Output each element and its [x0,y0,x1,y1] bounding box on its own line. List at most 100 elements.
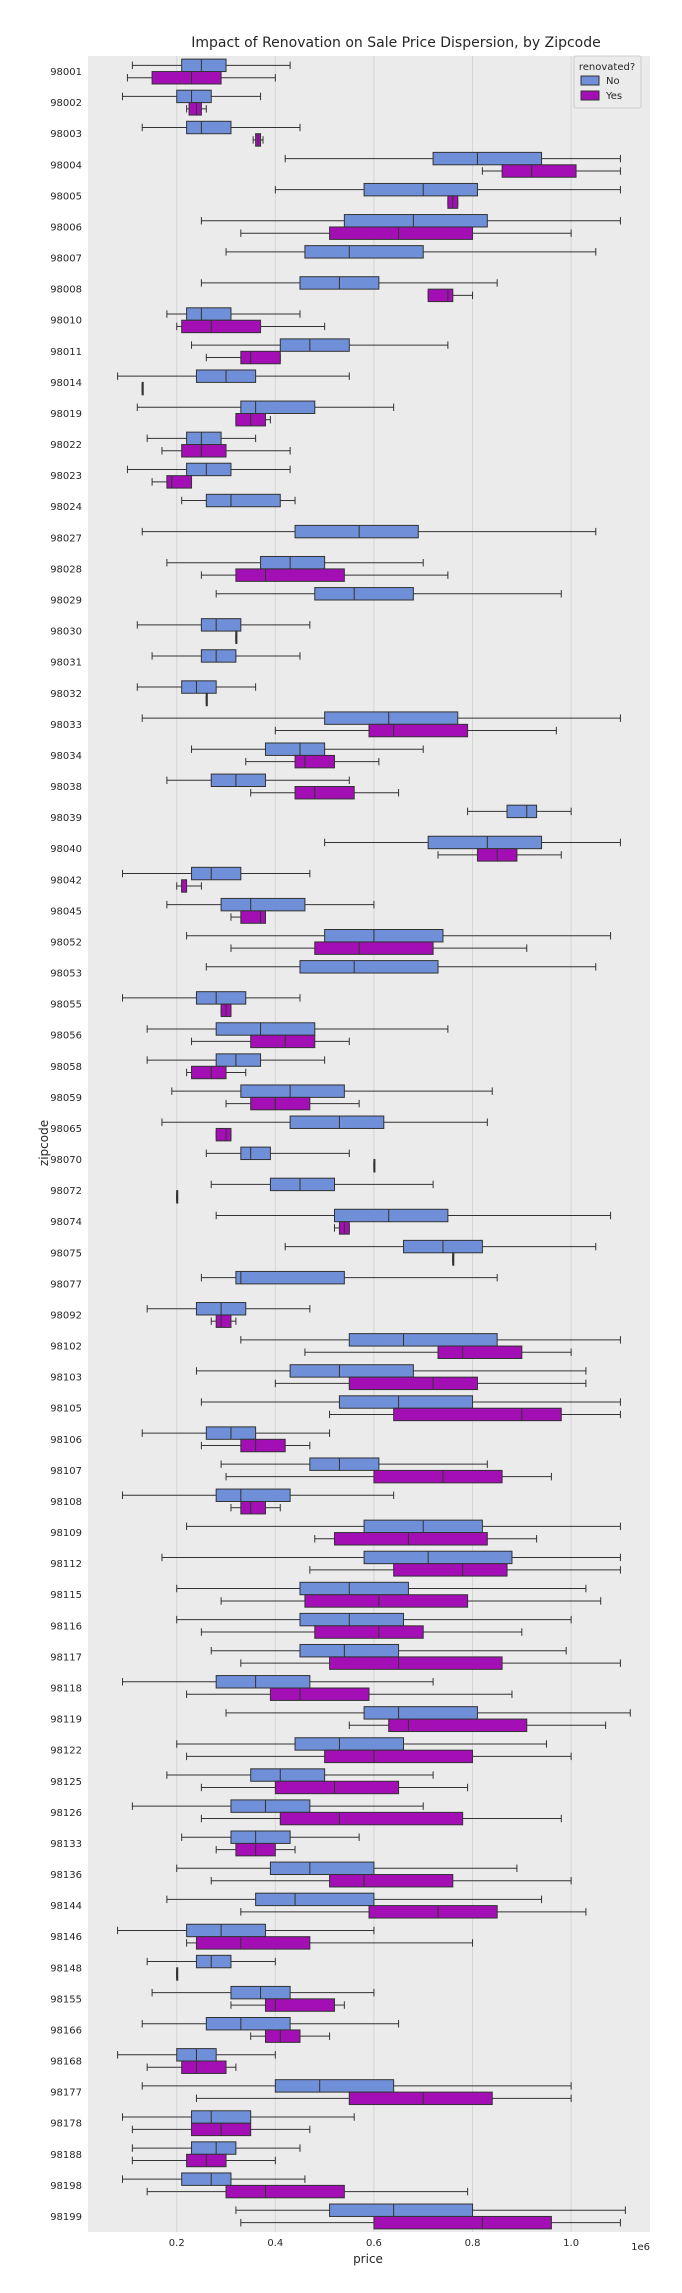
box-no-box [363,1706,478,1720]
box-no-box [215,1675,311,1689]
box-yes-box [388,1718,528,1733]
y-tick-label: 98075 [50,1248,82,1259]
zipcode-group [181,493,296,508]
legend-title: renovated? [579,62,635,73]
box-no-box [279,338,350,352]
box-no-box [299,1643,400,1658]
y-tick-label: 98115 [50,1590,82,1601]
box-no-box [191,2141,237,2155]
zipcode-group [166,307,326,334]
x-tick-label: 0.4 [267,2238,283,2249]
zipcode-group [186,929,612,955]
legend-swatch-no [580,75,600,86]
box-no-box [309,1457,380,1471]
box-no-box [230,1799,311,1813]
zipcode-group [235,2203,626,2230]
zipcode-group [117,1923,474,1950]
box-yes-box [393,1563,508,1577]
x-tick-label: 0.2 [169,2238,185,2249]
box-yes-box [181,319,262,334]
y-tick-label: 98039 [50,813,82,824]
y-tick-label: 98030 [50,627,82,638]
y-tick-label: 98168 [50,2057,82,2068]
y-tick-label: 98177 [50,2088,82,2099]
box-no-box [304,245,424,259]
zipcode-group [186,1519,621,1546]
box-no-box [363,1550,513,1565]
box-no-box [294,524,419,539]
x-axis-offset-text: 1e6 [631,2242,650,2253]
box-yes-box [195,1936,311,1950]
y-tick-label: 98136 [50,1870,82,1881]
box-yes-box [225,2184,345,2199]
zipcode-group [205,1146,376,1173]
y-tick-label: 98034 [50,751,82,762]
zipcode-group [166,897,375,924]
y-tick-label: 98126 [50,1808,82,1819]
box-no-box [186,120,232,135]
box-yes-box [294,786,355,800]
box-yes-box [188,102,202,116]
zipcode-group [131,2141,301,2168]
box-no-box [181,680,217,694]
box-no-box [215,1053,262,1067]
box-no-box [215,1488,291,1502]
y-tick-label: 98065 [50,1124,82,1135]
zipcode-group [215,587,562,601]
box-no-box [255,1892,375,1907]
x-tick-label: 1.0 [563,2238,579,2249]
zipcode-group [225,1706,631,1733]
box-no-box [260,555,326,570]
y-tick-label: 98125 [50,1777,82,1788]
y-tick-label: 98106 [50,1435,82,1446]
y-tick-label: 98122 [50,1746,82,1757]
boxes-layer [117,58,631,2230]
box-yes-box [235,568,345,582]
y-tick-label: 98070 [50,1155,82,1166]
y-tick-label: 98002 [50,98,82,109]
y-tick-label: 98022 [50,440,82,451]
zipcode-group [122,991,301,1018]
box-no-box [181,2172,232,2186]
box-no-box [299,1581,409,1596]
y-tick-label: 98155 [50,1994,82,2005]
zipcode-group [210,1643,621,1670]
box-yes-box [368,723,469,738]
zipcode-group [176,1177,434,1204]
box-no-box [289,1364,414,1378]
box-no-box [195,991,247,1005]
y-tick-label: 98077 [50,1279,82,1290]
box-no-box [269,1861,375,1876]
box-yes-box [166,475,193,489]
box-no-box [343,214,488,228]
box-yes-box [324,1749,474,1764]
y-tick-label: 98178 [50,2119,82,2130]
y-tick-label: 98004 [50,160,82,171]
zipcode-group [122,2172,469,2199]
box-no-box [314,587,414,601]
box-no-box [299,1612,405,1627]
box-yes-box [240,910,266,924]
box-no-box [205,2017,291,2031]
zipcode-group [205,960,597,974]
box-yes-box [274,1780,400,1795]
y-tick-label: 98103 [50,1373,82,1384]
y-tick-label: 98006 [50,222,82,233]
box-no-box [200,618,242,632]
y-tick-label: 98014 [50,378,82,389]
y-tick-label: 98092 [50,1310,82,1321]
zipcode-group [126,58,291,85]
zipcode-group [146,1022,449,1049]
box-yes-box [427,288,454,303]
box-yes-box [314,941,434,955]
zipcode-group [191,338,449,365]
y-tick-label: 98031 [50,658,82,669]
y-tick-label: 98055 [50,1000,82,1011]
box-no-box [294,1737,405,1751]
y-tick-label: 98007 [50,254,82,265]
zipcode-group [151,649,301,663]
zipcode-group [117,369,350,396]
box-no-box [274,2079,395,2093]
box-no-box [186,1923,266,1938]
box-yes-box [215,1314,232,1328]
